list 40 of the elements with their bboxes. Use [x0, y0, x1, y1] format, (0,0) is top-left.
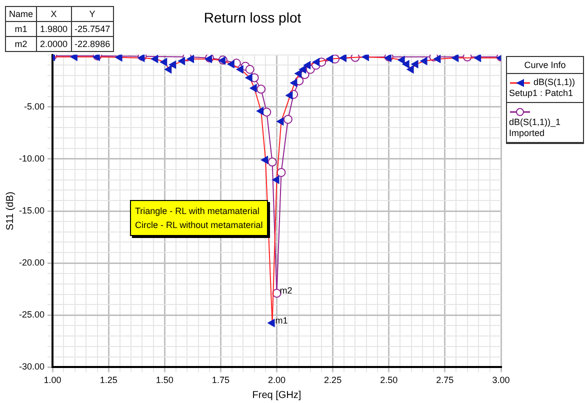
x-tick-label: 2.00 — [268, 375, 286, 386]
annotation: Circle - RL without metamaterial — [135, 219, 263, 232]
text: -22.8986 — [71, 36, 114, 52]
x-tick-label: 1.75 — [212, 375, 230, 386]
text: -25.7547 — [71, 22, 114, 36]
x-axis-title: Freq [GHz] — [252, 390, 302, 401]
point — [268, 158, 277, 167]
y-tick-label: -10.00 — [18, 153, 45, 164]
point — [283, 114, 292, 124]
text: m1 — [6, 22, 37, 36]
point — [245, 64, 254, 74]
y-tick-label: -30.00 — [18, 362, 45, 372]
text: dB(S(1,1))_1 Imported — [507, 103, 583, 143]
text: Y — [71, 6, 114, 22]
legend-title: Curve Info — [507, 57, 583, 74]
text: Name — [6, 6, 37, 22]
annotation: m1 — [275, 315, 288, 326]
y-tick-label: -15.00 — [18, 205, 45, 216]
text: 2.0000 — [36, 36, 72, 52]
annotation: Triangle - RL with metamaterial — [135, 205, 260, 218]
text: 1.9800 — [36, 22, 72, 36]
x-tick-label: 2.25 — [324, 375, 342, 386]
y-axis-title: S11 (dB) — [4, 192, 16, 230]
y-tick-label: -5.00 — [24, 101, 45, 112]
annotation: m2 — [280, 286, 292, 296]
y-tick-label: -20.00 — [18, 258, 45, 268]
point — [262, 108, 272, 117]
y-tick-label: -25.00 — [18, 310, 45, 320]
x-tick-label: 3.00 — [492, 375, 510, 386]
text: X — [36, 6, 72, 22]
x-tick-label: 1.50 — [156, 375, 174, 386]
x-tick-label: 2.50 — [380, 375, 398, 386]
x-tick-label: 2.75 — [436, 375, 454, 386]
chart-title: Return loss plot — [204, 9, 302, 26]
text: m2 — [6, 36, 37, 52]
x-tick-label: 1.25 — [100, 375, 118, 386]
x-tick-label: 1.00 — [44, 375, 62, 386]
legend-label: dB(S(1,1)) Setup1 : Patch1 — [507, 74, 583, 103]
point — [276, 168, 286, 177]
point — [256, 84, 266, 94]
